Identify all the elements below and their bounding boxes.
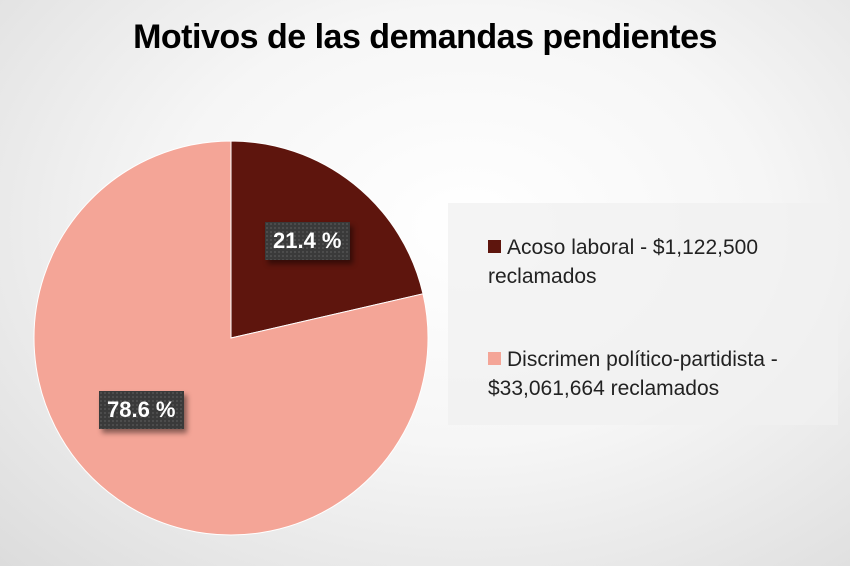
data-label-acoso: 21.4 % bbox=[265, 222, 350, 260]
chart-title: Motivos de las demandas pendientes bbox=[133, 18, 717, 56]
legend-swatch-acoso bbox=[488, 240, 501, 253]
legend-swatch-discrimen bbox=[488, 352, 501, 365]
data-label-discrimen: 78.6 % bbox=[99, 391, 184, 429]
legend-label-discrimen: Discrimen político-partidista - $33,061,… bbox=[488, 348, 778, 400]
legend-item-discrimen: Discrimen político-partidista - $33,061,… bbox=[488, 345, 808, 403]
legend-label-acoso: Acoso laboral - $1,122,500 reclamados bbox=[488, 236, 759, 288]
pie-slice-discrimen bbox=[33, 140, 429, 536]
legend-item-acoso: Acoso laboral - $1,122,500 reclamados bbox=[488, 233, 808, 291]
legend: Acoso laboral - $1,122,500 reclamados Di… bbox=[448, 203, 838, 425]
